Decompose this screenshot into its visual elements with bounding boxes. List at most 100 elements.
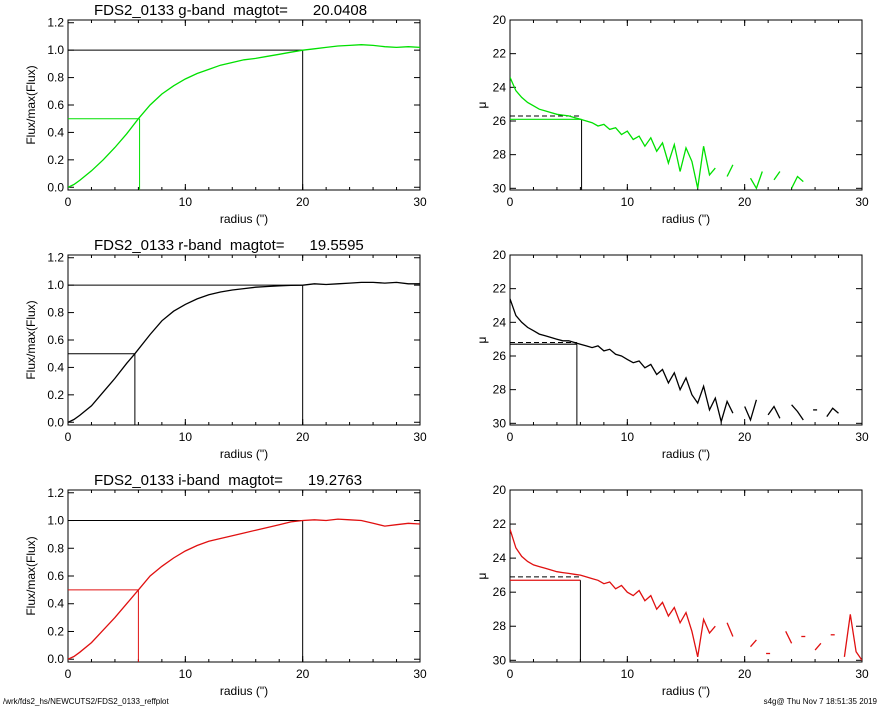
y-tick-label: 20 (493, 13, 507, 27)
y-tick-label: 24 (493, 551, 507, 565)
data-line (750, 639, 757, 648)
plot-area (510, 298, 839, 425)
y-tick-label: 1.2 (47, 16, 64, 30)
plot-area (510, 76, 804, 190)
x-tick-label: 0 (65, 430, 72, 444)
y-tick-label: 0.4 (47, 597, 64, 611)
x-tick-label: 0 (507, 195, 514, 209)
y-tick-label: 1.2 (47, 486, 64, 500)
panel-i-growth-curve: 0 10 20 30 0.0 0.2 0.4 0.6 0.8 1.0 1.2 radius (") Fl… (24, 472, 427, 698)
plot-area (68, 281, 420, 425)
y-tick-label: 0.2 (47, 624, 64, 638)
data-line (726, 622, 734, 637)
y-axis-label: μ (475, 572, 489, 579)
x-tick-label: 10 (621, 195, 635, 209)
footer-path: /wrk/fds2_hs/NEWCUTS2/FDS2_0133_reffplot (3, 697, 169, 706)
y-tick-label: 22 (493, 282, 507, 296)
x-axis-label: radius (") (220, 447, 268, 461)
x-tick-label: 30 (413, 430, 427, 444)
x-tick-label: 10 (621, 430, 635, 444)
y-tick-label: 0.2 (47, 153, 64, 167)
x-tick-label: 30 (855, 430, 869, 444)
x-tick-label: 0 (507, 667, 514, 681)
data-line (749, 171, 763, 190)
x-axis-label: radius (") (220, 684, 268, 698)
y-tick-label: 28 (493, 383, 507, 397)
y-tick-label: 0.6 (47, 569, 64, 583)
y-tick-label: 22 (493, 517, 507, 531)
data-line (68, 518, 420, 660)
y-tick-label: 24 (493, 80, 507, 94)
y-tick-label: 20 (493, 248, 507, 262)
y-tick-label: 1.0 (47, 43, 64, 57)
y-tick-label: 30 (493, 416, 507, 430)
data-line (785, 631, 793, 644)
y-tick-label: 24 (493, 315, 507, 329)
x-tick-label: 30 (855, 195, 869, 209)
x-tick-label: 0 (507, 430, 514, 444)
y-tick-label: 0.4 (47, 125, 64, 139)
y-axis-label: μ (475, 336, 489, 343)
y-tick-label: 30 (493, 653, 507, 667)
x-axis-label: radius (") (662, 212, 710, 226)
chart-title: FDS2_0133 r-band magtot= 19.5595 (94, 237, 364, 254)
y-tick-label: 28 (493, 619, 507, 633)
x-tick-label: 20 (296, 195, 310, 209)
panel-r-surface-brightness: 0 10 20 30 20 22 24 26 28 30 radius (") μ (475, 248, 869, 461)
data-line (767, 405, 781, 419)
chart-title: FDS2_0133 i-band magtot= 19.2763 (94, 472, 362, 489)
y-axis-label: Flux/max(Flux) (24, 300, 38, 379)
plot-frame (67, 254, 421, 426)
y-axis-label: Flux/max(Flux) (24, 536, 38, 615)
y-tick-label: 1.0 (47, 278, 64, 292)
x-tick-label: 20 (738, 195, 752, 209)
data-line (68, 281, 420, 423)
y-tick-label: 22 (493, 47, 507, 61)
x-tick-label: 20 (738, 430, 752, 444)
y-tick-label: 0.0 (47, 415, 64, 429)
x-tick-label: 10 (179, 430, 193, 444)
x-tick-label: 10 (179, 667, 193, 681)
y-axis-label: Flux/max(Flux) (24, 65, 38, 144)
plot-frame (509, 489, 863, 663)
y-tick-label: 30 (493, 181, 507, 195)
x-tick-label: 20 (738, 667, 752, 681)
y-tick-label: 26 (493, 585, 507, 599)
y-tick-label: 0.0 (47, 180, 64, 194)
x-tick-label: 30 (413, 667, 427, 681)
x-axis-label: radius (") (662, 684, 710, 698)
footer-timestamp: s4g@ Thu Nov 7 18:51:35 2019 (763, 697, 877, 706)
x-tick-label: 30 (413, 195, 427, 209)
data-line (826, 407, 839, 417)
panel-i-surface-brightness: 0 10 20 30 20 22 24 26 28 30 radius (") μ (475, 483, 869, 698)
plot-area (68, 44, 420, 190)
y-tick-label: 26 (493, 114, 507, 128)
x-tick-label: 10 (179, 195, 193, 209)
data-line (791, 404, 804, 421)
data-line (744, 399, 758, 422)
x-tick-label: 20 (296, 430, 310, 444)
y-tick-label: 0.6 (47, 333, 64, 347)
y-tick-label: 0.6 (47, 98, 64, 112)
y-tick-label: 0.0 (47, 652, 64, 666)
y-tick-label: 1.0 (47, 514, 64, 528)
y-tick-label: 20 (493, 483, 507, 497)
y-tick-label: 0.8 (47, 306, 64, 320)
data-line (510, 529, 716, 658)
x-tick-label: 10 (621, 667, 635, 681)
chart-title: FDS2_0133 g-band magtot= 20.0408 (94, 2, 367, 19)
x-tick-label: 0 (65, 195, 72, 209)
panel-r-growth-curve: 0 10 20 30 0.0 0.2 0.4 0.6 0.8 1.0 1.2 radius (") Fl… (24, 237, 427, 461)
x-tick-label: 20 (296, 667, 310, 681)
y-tick-label: 0.8 (47, 541, 64, 555)
y-tick-label: 0.2 (47, 388, 64, 402)
plot-frame (509, 19, 863, 191)
data-line (814, 642, 822, 651)
panel-g-surface-brightness: 0 10 20 30 20 22 24 26 28 30 radius (") μ (475, 13, 869, 226)
plot-area (510, 529, 862, 662)
y-axis-label: μ (475, 101, 489, 108)
y-tick-label: 26 (493, 349, 507, 363)
data-line (510, 76, 716, 189)
y-tick-label: 28 (493, 148, 507, 162)
